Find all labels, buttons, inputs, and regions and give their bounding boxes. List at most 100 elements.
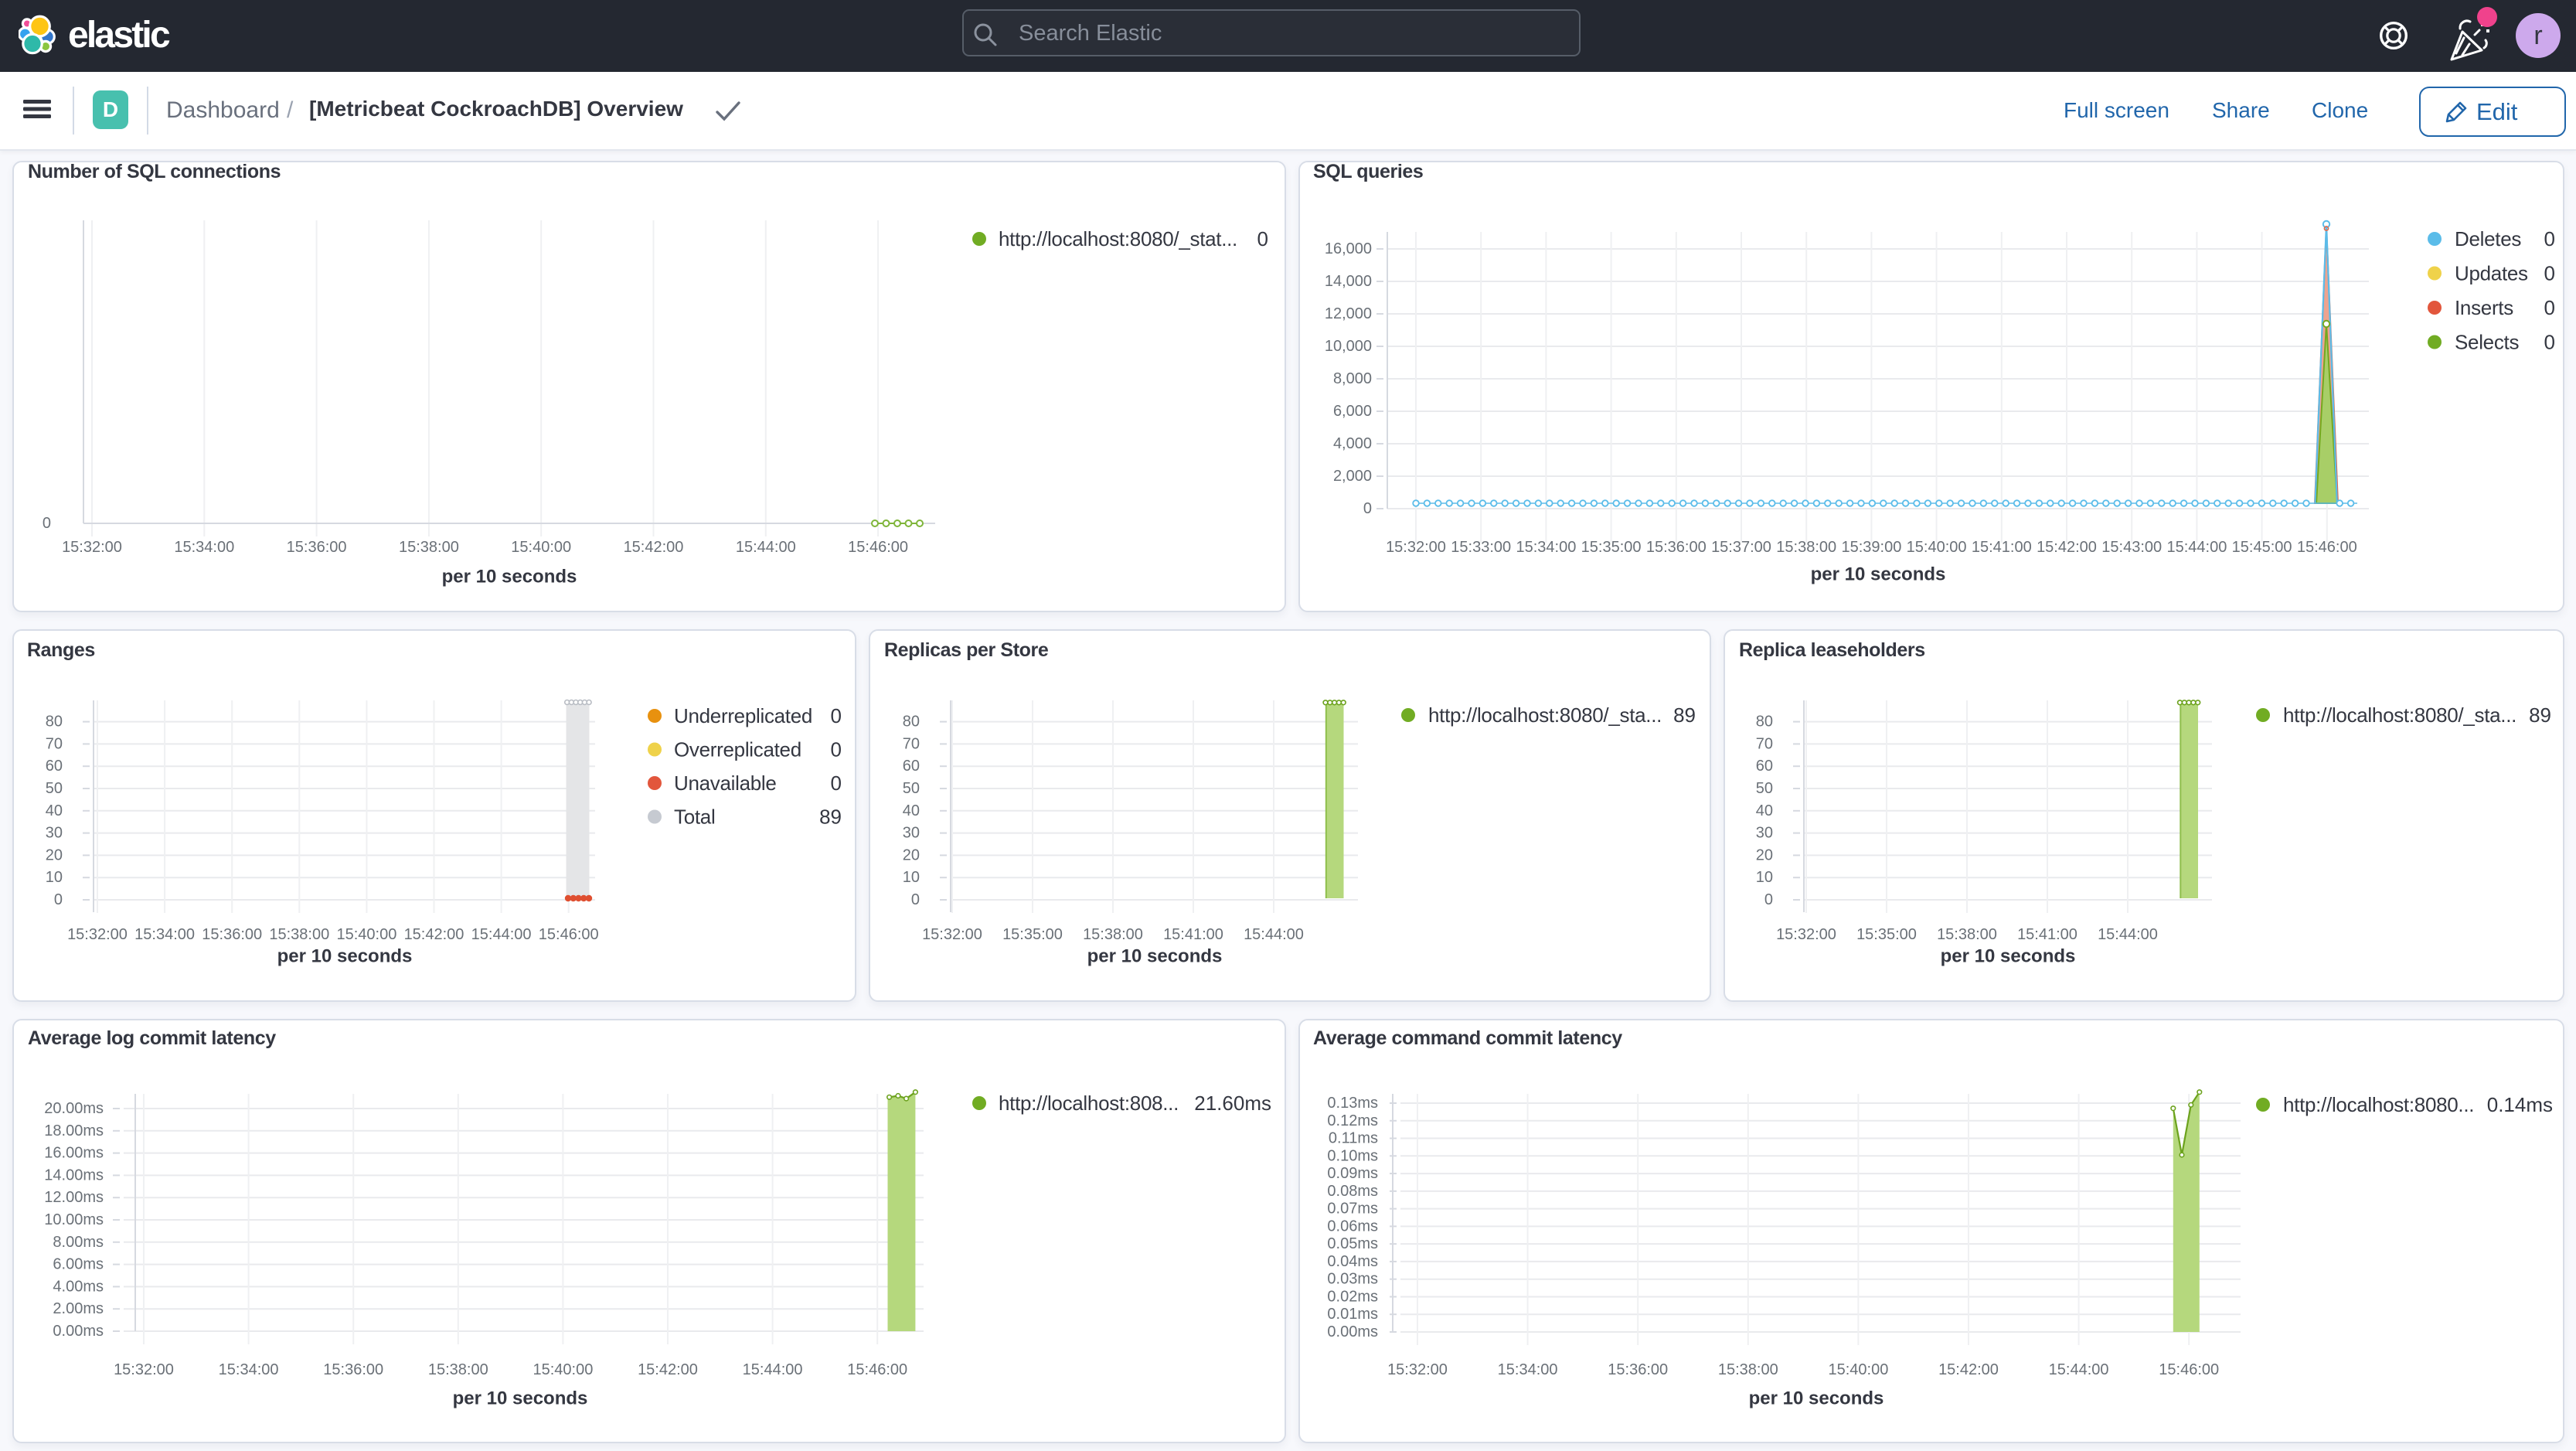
svg-text:30: 30 — [46, 825, 63, 842]
svg-text:http://localhost:8080/_sta...: http://localhost:8080/_sta... — [2283, 703, 2516, 727]
svg-text:8,000: 8,000 — [1333, 370, 1372, 387]
svg-text:15:33:00: 15:33:00 — [1451, 539, 1511, 556]
svg-text:0: 0 — [54, 891, 63, 908]
svg-text:20: 20 — [46, 846, 63, 863]
svg-text:15:34:00: 15:34:00 — [1516, 539, 1576, 556]
svg-text:15:44:00: 15:44:00 — [736, 539, 796, 556]
svg-text:15:32:00: 15:32:00 — [922, 926, 982, 943]
svg-text:16.00ms: 16.00ms — [44, 1145, 104, 1162]
svg-text:15:40:00: 15:40:00 — [533, 1361, 593, 1378]
svg-text:per 10 seconds: per 10 seconds — [453, 1388, 588, 1409]
svg-text:15:38:00: 15:38:00 — [428, 1361, 488, 1378]
svg-text:0.03ms: 0.03ms — [1327, 1271, 1378, 1288]
svg-text:20: 20 — [1756, 846, 1773, 863]
svg-text:15:35:00: 15:35:00 — [1856, 926, 1917, 943]
svg-text:0.10ms: 0.10ms — [1327, 1147, 1378, 1164]
svg-text:15:44:00: 15:44:00 — [2049, 1361, 2109, 1378]
svg-text:89: 89 — [2529, 703, 2551, 727]
svg-text:15:38:00: 15:38:00 — [1937, 926, 1997, 943]
svg-text:15:41:00: 15:41:00 — [1163, 926, 1223, 943]
svg-text:0.11ms: 0.11ms — [1329, 1130, 1378, 1147]
svg-text:70: 70 — [1756, 735, 1773, 752]
svg-text:0.12ms: 0.12ms — [1327, 1112, 1378, 1129]
svg-text:0.13ms: 0.13ms — [1327, 1095, 1378, 1112]
svg-text:15:40:00: 15:40:00 — [1907, 539, 1967, 556]
svg-text:15:44:00: 15:44:00 — [743, 1361, 803, 1378]
svg-text:Total: Total — [674, 806, 715, 829]
svg-text:Replicas per Store: Replicas per Store — [884, 639, 1049, 661]
svg-text:0.04ms: 0.04ms — [1327, 1253, 1378, 1270]
svg-text:0: 0 — [831, 704, 842, 727]
svg-text:SQL queries: SQL queries — [1313, 161, 1423, 182]
svg-text:10: 10 — [46, 869, 63, 886]
svg-text:15:44:00: 15:44:00 — [471, 926, 532, 943]
svg-text:30: 30 — [1756, 825, 1773, 842]
svg-text:15:45:00: 15:45:00 — [2232, 539, 2292, 556]
svg-text:Ranges: Ranges — [27, 639, 95, 661]
svg-text:80: 80 — [1756, 714, 1773, 731]
svg-text:14,000: 14,000 — [1325, 273, 1372, 290]
svg-text:0: 0 — [831, 771, 842, 795]
svg-text:15:34:00: 15:34:00 — [1498, 1361, 1558, 1378]
svg-text:15:43:00: 15:43:00 — [2101, 539, 2162, 556]
svg-text:0: 0 — [43, 515, 51, 532]
svg-text:89: 89 — [1673, 703, 1696, 727]
svg-text:0.00ms: 0.00ms — [53, 1323, 104, 1340]
svg-text:15:38:00: 15:38:00 — [269, 926, 329, 943]
svg-text:0: 0 — [1257, 227, 1268, 250]
svg-text:per 10 seconds: per 10 seconds — [1941, 946, 2076, 967]
svg-text:15:36:00: 15:36:00 — [323, 1361, 383, 1378]
svg-text:15:42:00: 15:42:00 — [404, 926, 464, 943]
svg-text:Underreplicated: Underreplicated — [674, 704, 812, 727]
svg-text:Inserts: Inserts — [2455, 296, 2513, 319]
svg-text:6.00ms: 6.00ms — [53, 1256, 104, 1273]
svg-text:10: 10 — [903, 869, 920, 886]
svg-text:0.02ms: 0.02ms — [1327, 1288, 1378, 1305]
svg-text:15:42:00: 15:42:00 — [638, 1361, 698, 1378]
svg-text:15:46:00: 15:46:00 — [848, 539, 908, 556]
svg-text:0.07ms: 0.07ms — [1327, 1201, 1378, 1218]
svg-text:70: 70 — [903, 735, 920, 752]
svg-text:Number of SQL connections: Number of SQL connections — [28, 161, 281, 182]
svg-text:15:32:00: 15:32:00 — [1386, 539, 1446, 556]
svg-text:per 10 seconds: per 10 seconds — [442, 567, 577, 588]
svg-text:2,000: 2,000 — [1333, 468, 1372, 485]
svg-text:15:44:00: 15:44:00 — [2098, 926, 2158, 943]
svg-text:50: 50 — [903, 780, 920, 797]
svg-text:80: 80 — [46, 714, 63, 731]
svg-text:2.00ms: 2.00ms — [53, 1300, 104, 1317]
svg-text:0: 0 — [1764, 891, 1773, 908]
svg-text:40: 40 — [1756, 802, 1773, 819]
svg-text:14.00ms: 14.00ms — [44, 1167, 104, 1184]
svg-text:15:38:00: 15:38:00 — [1718, 1361, 1778, 1378]
svg-text:70: 70 — [46, 735, 63, 752]
svg-text:15:44:00: 15:44:00 — [2166, 539, 2227, 556]
svg-text:Updates: Updates — [2455, 262, 2528, 285]
svg-text:Selects: Selects — [2455, 331, 2519, 354]
svg-text:http://localhost:8080...: http://localhost:8080... — [2283, 1093, 2474, 1116]
svg-text:0: 0 — [2544, 262, 2555, 285]
svg-text:15:38:00: 15:38:00 — [1083, 926, 1143, 943]
svg-text:0: 0 — [831, 738, 842, 761]
svg-text:21.60ms: 21.60ms — [1194, 1092, 1271, 1115]
svg-text:4.00ms: 4.00ms — [53, 1278, 104, 1295]
svg-text:per 10 seconds: per 10 seconds — [1811, 564, 1946, 585]
svg-text:15:32:00: 15:32:00 — [67, 926, 128, 943]
svg-text:0: 0 — [2544, 227, 2555, 250]
svg-text:0.14ms: 0.14ms — [2487, 1093, 2553, 1116]
svg-text:15:36:00: 15:36:00 — [287, 539, 347, 556]
svg-text:15:38:00: 15:38:00 — [399, 539, 459, 556]
svg-text:12,000: 12,000 — [1325, 305, 1372, 322]
svg-text:30: 30 — [903, 825, 920, 842]
svg-text:Unavailable: Unavailable — [674, 771, 777, 795]
svg-text:15:34:00: 15:34:00 — [219, 1361, 279, 1378]
svg-text:50: 50 — [46, 780, 63, 797]
svg-text:15:35:00: 15:35:00 — [1581, 539, 1642, 556]
svg-text:10,000: 10,000 — [1325, 338, 1372, 355]
svg-text:0.08ms: 0.08ms — [1327, 1183, 1378, 1200]
svg-text:18.00ms: 18.00ms — [44, 1122, 104, 1139]
svg-text:80: 80 — [903, 714, 920, 731]
svg-text:60: 60 — [903, 758, 920, 775]
svg-text:15:46:00: 15:46:00 — [2297, 539, 2357, 556]
svg-text:15:46:00: 15:46:00 — [2159, 1361, 2219, 1378]
